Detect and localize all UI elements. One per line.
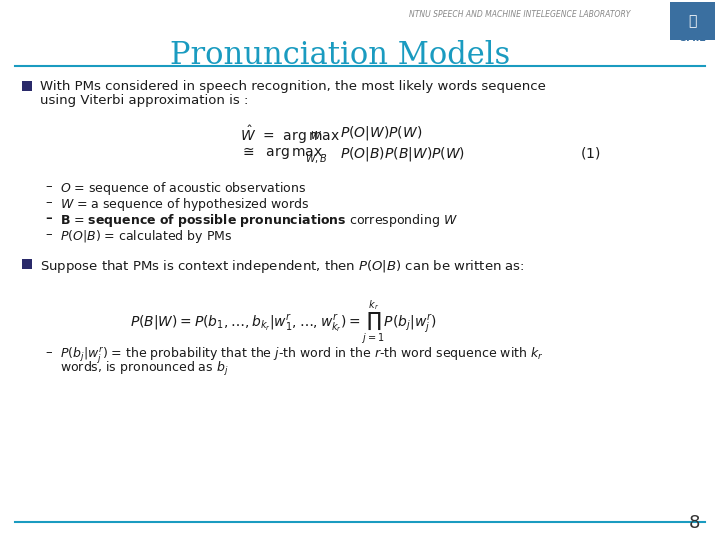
Text: NTNU SPEECH AND MACHINE INTELEGENCE LABORATORY: NTNU SPEECH AND MACHINE INTELEGENCE LABO…: [409, 10, 630, 19]
Text: 🎤: 🎤: [688, 14, 696, 28]
Text: using Viterbi approximation is :: using Viterbi approximation is :: [40, 94, 248, 107]
Bar: [22, 81, 32, 91]
Text: –: –: [45, 212, 52, 225]
Text: $\mathbf{B}$ = $\mathbf{sequence\ of\ possible\ pronunciations}$ corresponding $: $\mathbf{B}$ = $\mathbf{sequence\ of\ po…: [60, 212, 458, 229]
Text: Suppose that PMs is context independent, then $P(O|B)$ can be written as:: Suppose that PMs is context independent,…: [40, 258, 525, 275]
Text: $\hat{W}$  =  $\mathrm{arg\,max}$: $\hat{W}$ = $\mathrm{arg\,max}$: [240, 124, 340, 146]
Text: $P(O|W)P(W)$: $P(O|W)P(W)$: [340, 124, 422, 142]
Text: $P(b_j|w^r_j)$ = the probability that the $j$-th word in the $r$-th word sequenc: $P(b_j|w^r_j)$ = the probability that th…: [60, 346, 544, 366]
Text: $O$ = sequence of acoustic observations: $O$ = sequence of acoustic observations: [60, 180, 306, 197]
Text: words, is pronounced as $b_j$: words, is pronounced as $b_j$: [60, 360, 228, 378]
Bar: [22, 259, 32, 269]
Text: $P(O|B)P(B|W)P(W)$: $P(O|B)P(B|W)P(W)$: [340, 145, 465, 163]
Text: SMIL: SMIL: [679, 33, 706, 43]
FancyBboxPatch shape: [670, 2, 715, 40]
Text: –: –: [45, 180, 52, 193]
Text: $\cong$  $\mathrm{arg\,max}$: $\cong$ $\mathrm{arg\,max}$: [240, 145, 323, 161]
Text: With PMs considered in speech recognition, the most likely words sequence: With PMs considered in speech recognitio…: [40, 80, 546, 93]
Text: –: –: [45, 196, 52, 209]
Text: 8: 8: [688, 514, 700, 532]
Text: $W$: $W$: [310, 129, 322, 141]
Text: –: –: [45, 228, 52, 241]
Text: $(1)$: $(1)$: [580, 145, 600, 161]
Text: $P(B|W) = P(b_1, \ldots, b_{k_r}|w^r_1, \ldots, w^r_{k_r}) = \prod_{j=1}^{k_r} P: $P(B|W) = P(b_1, \ldots, b_{k_r}|w^r_1, …: [130, 298, 436, 346]
Text: $W,B$: $W,B$: [305, 152, 328, 165]
Text: Pronunciation Models: Pronunciation Models: [170, 40, 510, 71]
Text: $P(O|B)$ = calculated by PMs: $P(O|B)$ = calculated by PMs: [60, 228, 233, 245]
Text: –: –: [45, 346, 52, 359]
Text: $W$ = a sequence of hypothesized words: $W$ = a sequence of hypothesized words: [60, 196, 309, 213]
